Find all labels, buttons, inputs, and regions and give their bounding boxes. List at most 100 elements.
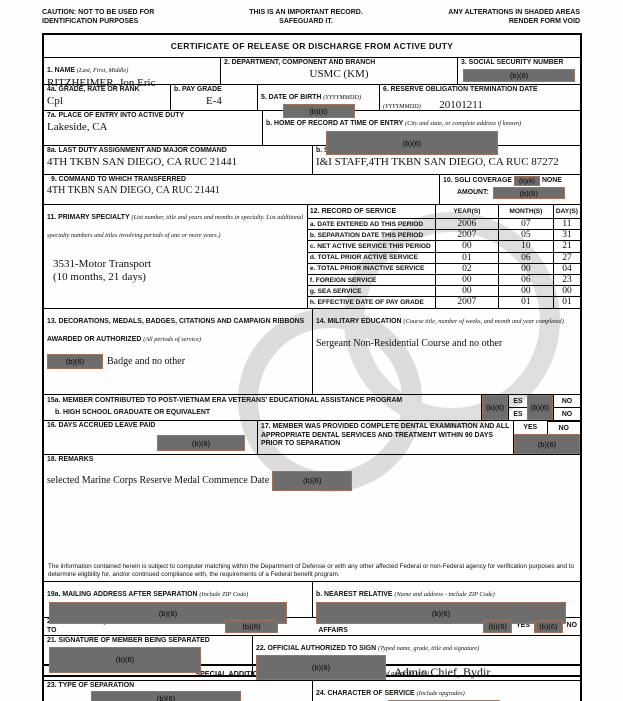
field-name-hint: (Last, First, Middle) [76,67,129,74]
field-home-of-record: b. HOME OF RECORD AT TIME OF ENTRY (City… [262,111,580,155]
record-of-service-table: 12. RECORD OF SERVICE YEAR(S) MONTH(S) D… [306,205,580,308]
svc-row-years: 2007 [434,296,498,308]
col-years: YEAR(S) [434,205,498,218]
field-grade: 4a. GRADE, RATE OR RANK Cpl [44,85,170,110]
svc-row-months: 05 [497,229,553,241]
svc-row-days: 21 [552,240,580,252]
copy6-redaction-1: (b)(6) [224,620,279,633]
field-copy6-yes: YES [516,622,530,630]
svc-row-months: 10 [497,240,553,252]
field-15-labels: 15a. MEMBER CONTRIBUTED TO POST-VIETNAM … [44,395,481,420]
field-remarks-value: selected Marine Corps Reserve Medal Comm… [47,475,270,487]
field-reserve-obligation-value: 20101211 [439,98,483,111]
field-dental: 17. MEMBER WAS PROVIDED COMPLETE DENTAL … [257,421,580,454]
svc-row-days: 23 [552,273,580,286]
field-member-signature-label: 21. SIGNATURE OF MEMBER BEING SEPARATED [47,637,210,644]
field-last-duty: 8a. LAST DUTY ASSIGNMENT AND MAJOR COMMA… [44,146,312,174]
svc-row-days: 01 [552,296,580,308]
svc-row-years: 02 [434,262,498,274]
field-nearest-relative-label: b. NEAREST RELATIVE [316,591,393,598]
field-reserve-obligation: 6. RESERVE OBLIGATION TERMINATION DATE (… [379,85,580,111]
svc-row-label: c. NET ACTIVE SERVICE THIS PERIOD [307,240,435,251]
field-home-of-record-hint: (City and state, or complete address if … [404,120,522,127]
field-name-label: 1. NAME [47,67,75,74]
field-branch: 2. DEPARTMENT, COMPONENT AND BRANCH USMC… [220,58,457,84]
field-remarks: 18. REMARKS selected Marine Corps Reserv… [44,455,580,581]
field-decorations-label: 13. DECORATIONS, MEDALS, BADGES, CITATIO… [47,318,305,343]
field-last-duty-value: 4TH TKBN SAN DIEGO, CA RUC 21441 [47,155,238,168]
field-15b-label: b. HIGH SCHOOL GRADUATE OR EQUIVALENT [55,408,211,416]
field-home-of-record-label: b. HOME OF RECORD AT TIME OF ENTRY [266,120,404,127]
field-sgli-amount-label: AMOUNT: [457,188,489,196]
vet-program-redaction-1: (b)(6) [482,395,508,420]
field-dental-no: NO [546,421,580,434]
svc-row-days: 11 [552,218,580,230]
certificate-form: CERTIFICATE OF RELEASE OR DISCHARGE FROM… [42,33,582,680]
svc-row-label: f. FOREIGN SERVICE [307,273,435,285]
field-military-education-hint: (Course title, number of weeks, and mont… [403,318,564,325]
svc-row-years: 01 [434,251,498,263]
svc-row-months: 00 [497,285,553,297]
field-dob: 5. DATE OF BIRTH (YYYYMMDD) (b)(6) [257,85,379,118]
field-dental-yes: YES [523,424,538,431]
field-decorations-value: Badge and no other [107,356,186,367]
field-official-sign-value: Admin Chief, Bydir [394,665,491,680]
field-sgli: 10. SGLI COVERAGE (b)(6) NONE AMOUNT: (b… [439,175,580,204]
svc-row-days: 04 [552,262,580,274]
svc-row-label: a. DATE ENTERED AD THIS PERIOD [307,218,435,229]
field-mailing-address-hint: (Include ZIP Code) [199,591,249,598]
svc-row-years: 00 [434,240,498,252]
field-primary-specialty: 11. PRIMARY SPECIALTY (List number, titl… [44,205,307,308]
field-character-of-service-hint: (Include upgrades) [416,690,465,697]
field-entry-place: 7a. PLACE OF ENTRY INTO ACTIVE DUTY Lake… [44,111,262,145]
field-official-sign-hint: (Typed name, grade, title and signature) [378,645,480,652]
field-military-education-value: Sergeant Non-Residential Course and no o… [316,338,503,349]
field-reserve-obligation-hint: (YYYYMMDD) [383,102,421,110]
caution-header: CAUTION: NOT TO BE USED FOR IDENTIFICATI… [42,8,580,26]
field-command-transferred-value: 4TH TKBN SAN DIEGO, CA RUC 21441 [47,184,220,196]
caution-center: THIS IS AN IMPORTANT RECORD. SAFEGUARD I… [249,9,363,26]
field-ssn: 3. SOCIAL SECURITY NUMBER (b)(6) [457,58,580,84]
caution-left: CAUTION: NOT TO BE USED FOR IDENTIFICATI… [42,9,155,26]
field-character-of-service-label: 24. CHARACTER OF SERVICE [316,690,415,697]
field-mailing-address-label: 19a. MAILING ADDRESS AFTER SEPARATION [47,591,198,598]
svc-row-label: d. TOTAL PRIOR ACTIVE SERVICE [307,251,435,263]
field-last-duty-label: 8a. LAST DUTY ASSIGNMENT AND MAJOR COMMA… [47,147,227,154]
field-sgli-none: NONE [541,176,562,184]
field-decorations-hint: (All periods of service) [143,336,202,343]
field-entry-place-label: 7a. PLACE OF ENTRY INTO ACTIVE DUTY [47,112,185,119]
field-command-transferred-label: 9. COMMAND TO WHICH TRANSFERRED [51,176,187,183]
field-mailing-address: 19a. MAILING ADDRESS AFTER SEPARATION (I… [44,582,312,624]
copy6-redaction-2: (b)(6) [483,620,513,633]
field-grade-label: 4a. GRADE, RATE OR RANK [47,86,140,93]
sgli-redaction-2: (b)(6) [492,187,565,199]
svc-row-months: 06 [497,251,553,263]
field-15-yesno: (b)(6) ES ES (b)(6) NO NO [481,395,580,420]
field-military-education: 14. MILITARY EDUCATION (Course title, nu… [312,309,580,394]
home-of-record-redaction: (b)(6) [326,131,498,155]
field-type-of-separation: 23. TYPE OF SEPARATION (b)(6) [44,681,312,701]
svc-row-label: e. TOTAL PRIOR INACTIVE SERVICE [307,262,435,274]
field-official-sign: 22. OFFICIAL AUTHORIZED TO SIGN (Typed n… [252,636,580,680]
field-accrued-leave: 16. DAYS ACCRUED LEAVE PAID (b)(6) [44,421,257,454]
privacy-notice: The information contained herein is subj… [48,562,574,578]
field-remarks-label: 18. REMARKS [47,456,94,463]
dob-redaction: (b)(6) [282,104,355,118]
field-type-of-separation-label: 23. TYPE OF SEPARATION [47,682,135,689]
field-military-education-label: 14. MILITARY EDUCATION [316,318,402,325]
svc-row-months: 06 [497,273,553,286]
remarks-redaction: (b)(6) [272,470,353,491]
svc-row-years: 2007 [434,229,498,241]
field-15a-yes: ES [513,397,523,405]
mailing-address-redaction: (b)(6) [49,602,287,624]
field-copy6-no: NO [566,622,578,630]
field-15a-no: NO [561,397,573,405]
form-title: CERTIFICATE OF RELEASE OR DISCHARGE FROM… [170,41,454,51]
field-primary-specialty-hint: (List number, title and years and months… [47,214,304,239]
record-of-service-label: 12. RECORD OF SERVICE [309,208,397,215]
field-branch-value: USMC (KM) [309,67,369,80]
svc-row-years: 2006 [434,218,498,230]
field-member-signature: 21. SIGNATURE OF MEMBER BEING SEPARATED … [44,636,252,675]
field-15a-label: 15a. MEMBER CONTRIBUTED TO POST-VIETNAM … [47,397,403,405]
